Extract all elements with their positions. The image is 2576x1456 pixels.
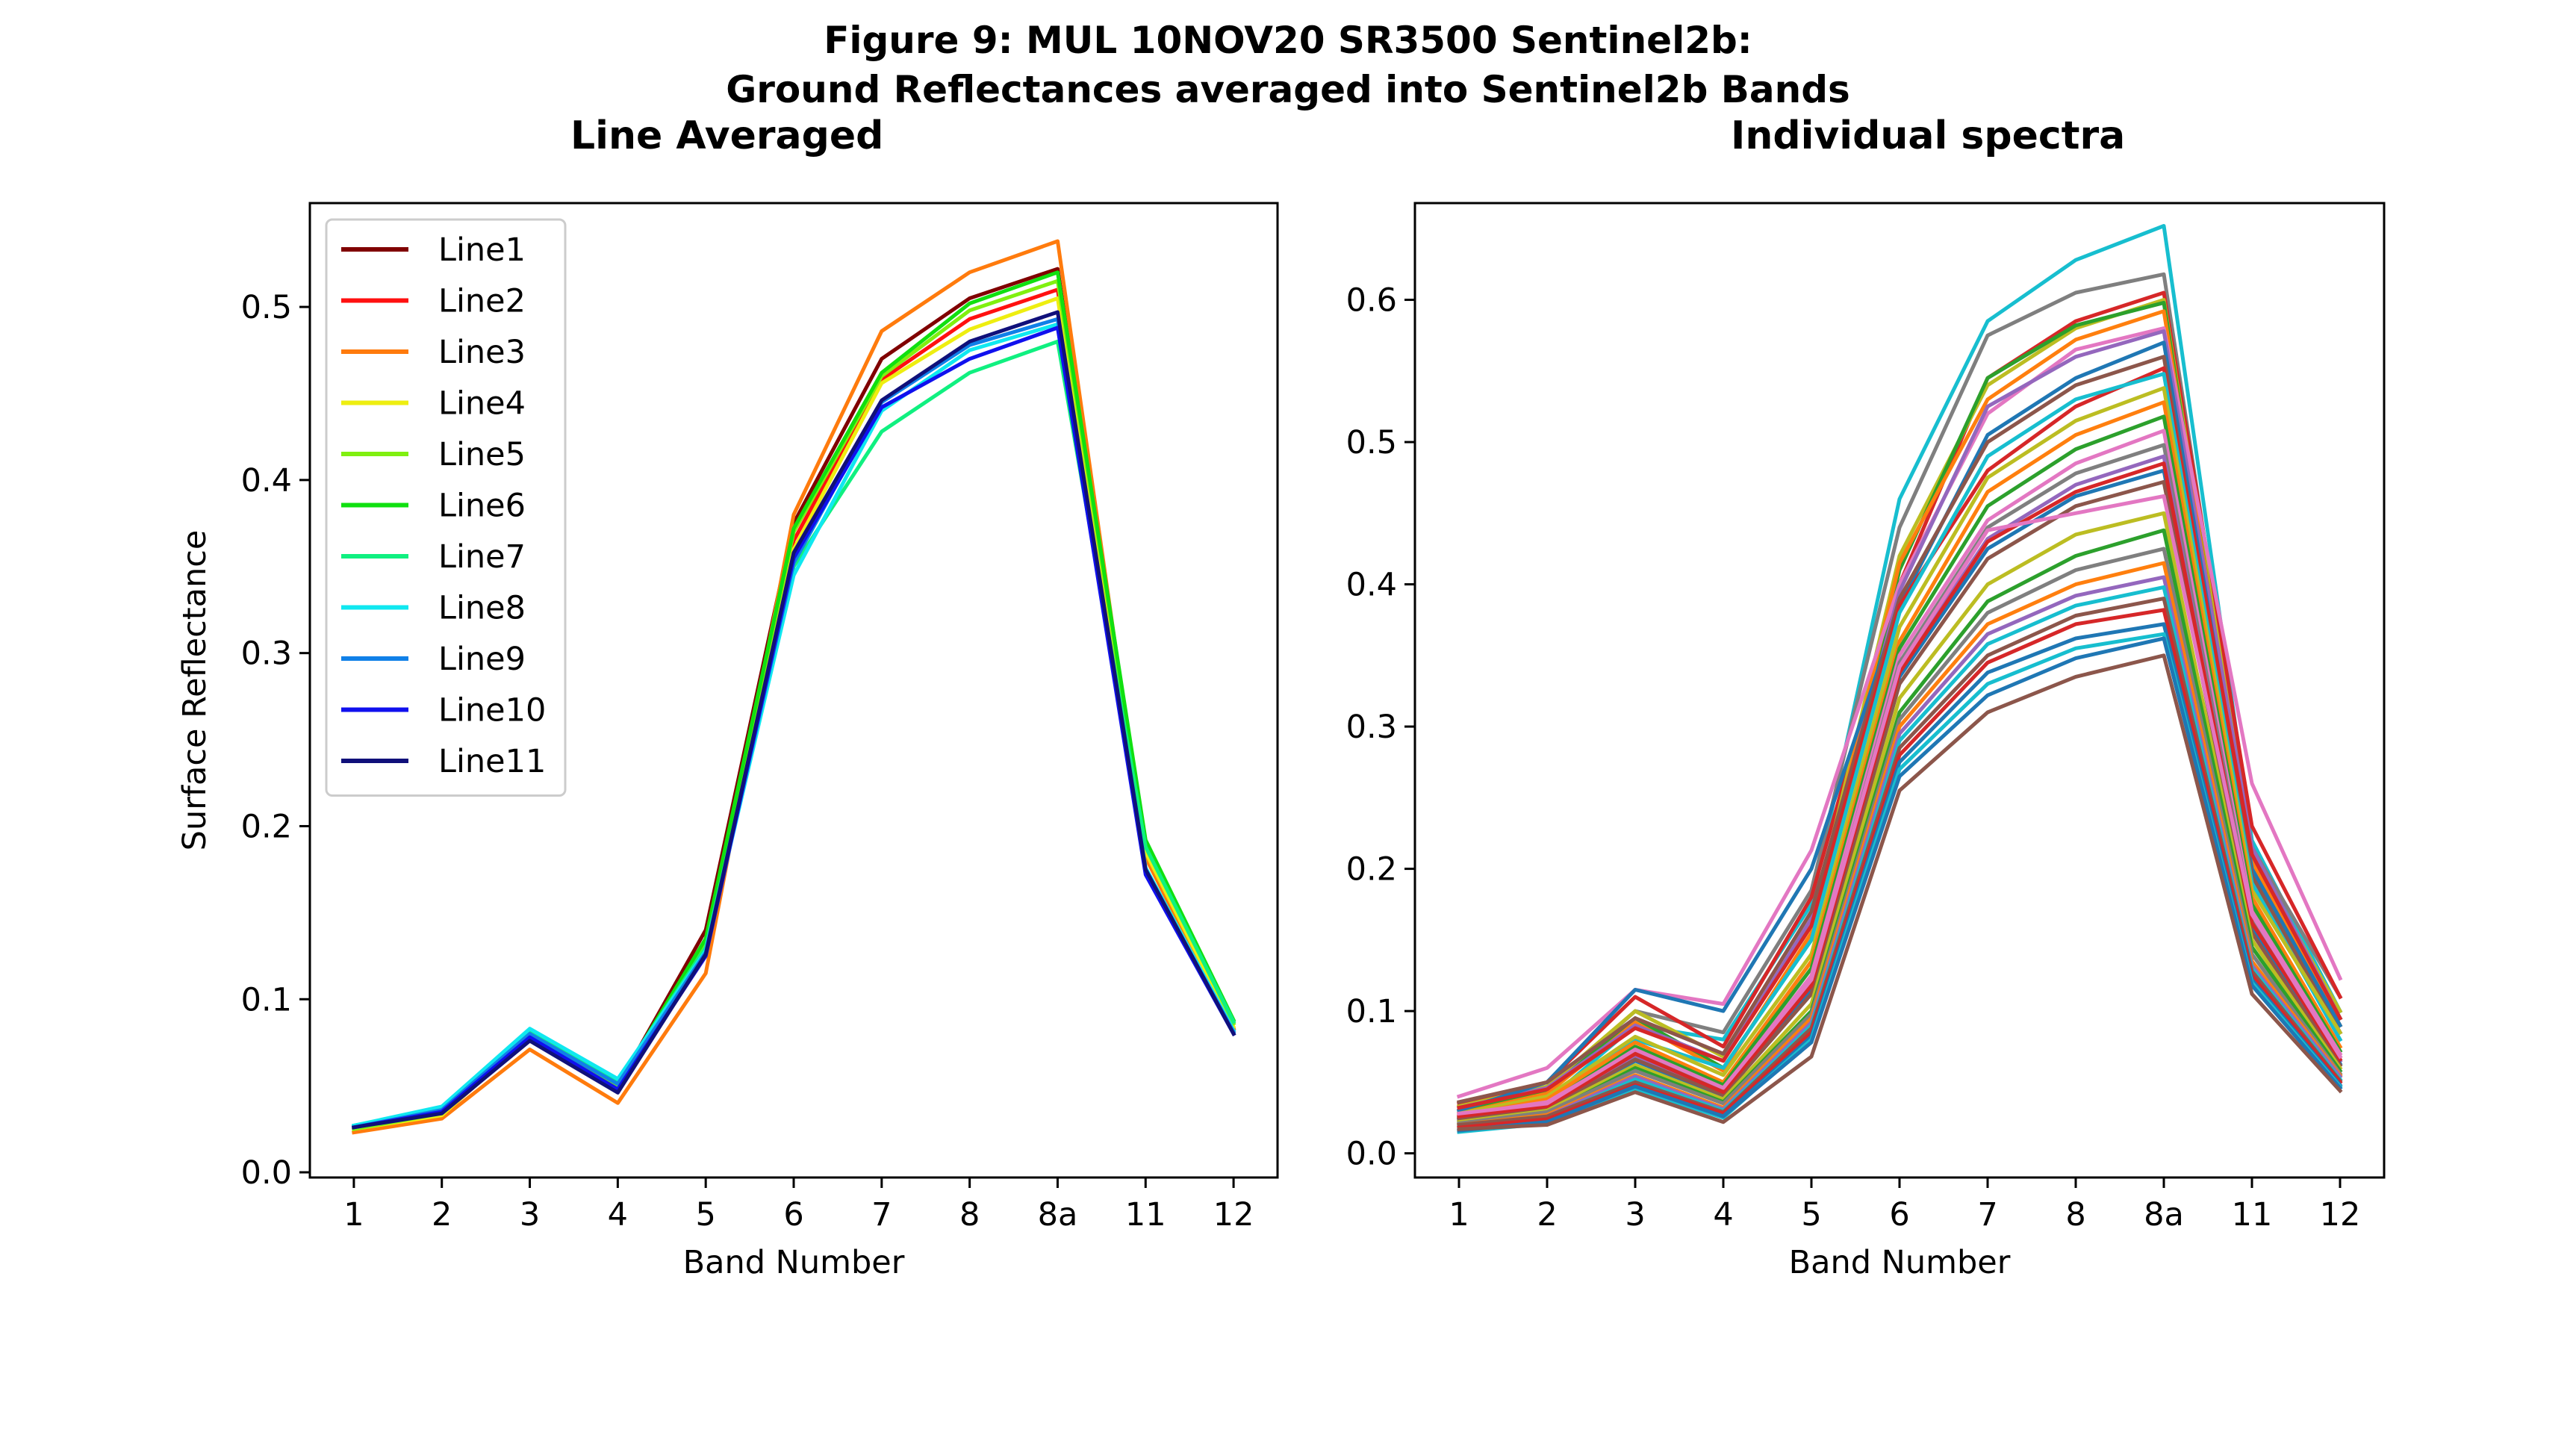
x-tick-label: 2 — [432, 1196, 452, 1233]
spectrum-line-33 — [1457, 636, 2343, 1133]
y-axis-label: Surface Reflectance — [176, 530, 214, 851]
y-tick-label: 0.0 — [1346, 1136, 1397, 1173]
legend-label: Line6 — [438, 488, 526, 525]
legend-label: Line11 — [438, 743, 546, 780]
legend-label: Line7 — [438, 538, 526, 576]
x-tick-label: 12 — [1213, 1196, 1254, 1233]
x-tick-label: 6 — [1889, 1196, 1909, 1233]
legend-item-line11: Line11 — [341, 743, 546, 780]
spectrum-line-13 — [1457, 386, 2343, 1116]
y-tick-label: 0.1 — [241, 981, 292, 1018]
series-line11 — [352, 310, 1236, 1130]
x-tick-label: 8 — [959, 1196, 980, 1233]
legend-label: Line1 — [438, 231, 526, 269]
spectrum-line-22 — [1457, 494, 2343, 1116]
individual-spectra-chart: 1 2 3 4 5 6 7 8 8a 11 120.00.10.20.30.40.50.6Band … — [1346, 202, 2386, 1281]
legend-item-line9: Line9 — [341, 641, 526, 678]
y-tick-label: 0.5 — [1346, 424, 1397, 461]
legend-item-line5: Line5 — [341, 436, 526, 473]
legend-item-line8: Line8 — [341, 590, 526, 627]
y-tick-label: 0.6 — [1346, 282, 1397, 320]
x-tick-label: 12 — [2320, 1196, 2361, 1233]
y-tick-label: 0.2 — [241, 808, 292, 845]
legend-label: Line3 — [438, 334, 526, 371]
x-tick-label: 8 — [2065, 1196, 2085, 1233]
y-tick-label: 0.4 — [241, 462, 292, 500]
spectrum-line-11 — [1457, 366, 2343, 1110]
x-tick-label: 4 — [1713, 1196, 1733, 1233]
legend-label: Line8 — [438, 590, 526, 627]
spectrum-line-14 — [1457, 400, 2343, 1119]
y-tick-label: 0.4 — [1346, 567, 1397, 604]
legend-item-line7: Line7 — [341, 538, 526, 576]
legend-label: Line5 — [438, 436, 526, 473]
figure-title-line1: Figure 9: MUL 10NOV20 SR3500 Sentinel2b: — [824, 19, 1752, 62]
legend-item-line10: Line10 — [341, 692, 546, 729]
x-tick-label: 6 — [783, 1196, 803, 1233]
x-tick-label: 3 — [520, 1196, 540, 1233]
y-tick-label: 0.3 — [1346, 709, 1397, 746]
x-tick-label: 11 — [2232, 1196, 2273, 1233]
y-tick-label: 0.1 — [1346, 993, 1397, 1030]
y-tick-label: 0.0 — [241, 1154, 292, 1192]
legend-item-line4: Line4 — [341, 385, 526, 423]
x-tick-label: 5 — [696, 1196, 716, 1233]
x-tick-label: 1 — [1449, 1196, 1469, 1233]
spectrum-line-25 — [1457, 547, 2343, 1126]
y-tick-label: 0.3 — [241, 635, 292, 673]
legend-item-line6: Line6 — [341, 488, 526, 525]
x-tick-label: 8a — [1038, 1196, 1078, 1233]
legend-label: Line4 — [438, 385, 526, 423]
x-tick-label: 1 — [343, 1196, 364, 1233]
legend-item-line1: Line1 — [341, 231, 526, 269]
spectrum-line-23 — [1457, 511, 2343, 1124]
legend-box — [325, 218, 567, 797]
left-chart-title: Line Averaged — [570, 113, 884, 158]
x-axis-label: Band Number — [683, 1244, 905, 1281]
x-tick-label: 7 — [871, 1196, 892, 1233]
x-tick-label: 3 — [1625, 1196, 1645, 1233]
x-tick-label: 7 — [1977, 1196, 1997, 1233]
legend: Line1 Line2 Line3 Line4 Line5 Line6 Line7 Line8… — [325, 218, 567, 797]
spectrum-line-7 — [1456, 326, 2343, 1099]
x-axis-label: Band Number — [1789, 1244, 2011, 1281]
spectrum-line-29 — [1457, 597, 2343, 1127]
x-tick-label: 8a — [2144, 1196, 2184, 1233]
x-tick-label: 4 — [608, 1196, 628, 1233]
legend-item-line3: Line3 — [341, 334, 526, 371]
legend-label: Line10 — [438, 692, 546, 729]
x-tick-label: 5 — [1801, 1196, 1821, 1233]
y-tick-label: 0.5 — [241, 289, 292, 326]
spectrum-line-34 — [1457, 653, 2343, 1131]
right-chart-title: Individual spectra — [1731, 113, 2126, 158]
legend-label: Line2 — [438, 283, 526, 320]
spectrum-line-8 — [1457, 329, 2343, 1110]
y-tick-label: 0.2 — [1346, 851, 1397, 889]
figure-title-line2: Ground Reflectances averaged into Sentin… — [726, 68, 1850, 111]
series-line3 — [352, 239, 1236, 1135]
legend-label: Line9 — [438, 641, 526, 678]
legend-item-line2: Line2 — [341, 283, 526, 320]
x-tick-label: 2 — [1537, 1196, 1557, 1233]
x-tick-label: 11 — [1125, 1196, 1166, 1233]
